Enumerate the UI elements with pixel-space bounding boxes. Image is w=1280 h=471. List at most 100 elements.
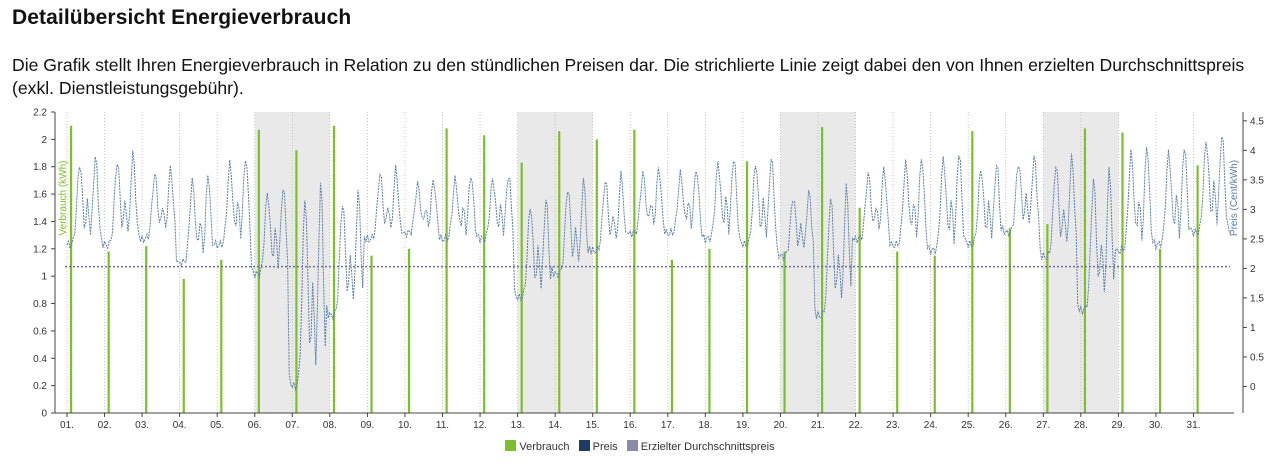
x-tick-label: 20.: [773, 420, 787, 431]
y-right-tick-label: 1.5: [1250, 293, 1264, 304]
x-tick-label: 19.: [736, 420, 750, 431]
x-tick-label: 09.: [360, 420, 374, 431]
x-tick-label: 21.: [811, 420, 825, 431]
y-left-tick-label: 0.2: [33, 381, 47, 392]
x-tick-label: 30.: [1149, 420, 1163, 431]
x-tick-label: 02.: [98, 420, 112, 431]
x-tick-label: 29.: [1111, 420, 1125, 431]
consumption-bar: [633, 129, 636, 413]
x-tick-label: 14.: [548, 420, 562, 431]
y-left-tick-label: 1.4: [33, 217, 47, 228]
y-right-tick-label: 4.5: [1250, 116, 1264, 127]
y-left-tick-label: 0.6: [33, 326, 47, 337]
consumption-bars: [70, 125, 1199, 414]
consumption-bar: [933, 255, 936, 413]
x-tick-label: 12.: [473, 420, 487, 431]
x-tick-label: 15.: [586, 420, 600, 431]
chart-legend: Verbrauch Preis Erzielter Durchschnittsp…: [0, 440, 1280, 453]
legend-item-consumption[interactable]: Verbrauch: [505, 440, 570, 453]
legend-label-consumption: Verbrauch: [519, 441, 570, 453]
x-tick-label: 27.: [1036, 420, 1050, 431]
y-left-tick-label: 1: [41, 272, 47, 283]
y-left-tick-label: 2.2: [33, 108, 47, 119]
y-axis-right-label: Preis (Cent/kWh): [1229, 160, 1240, 236]
y-right-tick-label: 0.5: [1250, 352, 1264, 363]
y-left-tick-label: 1.8: [33, 162, 47, 173]
energy-chart: 00.20.40.60.811.21.41.61.822.200.511.522…: [33, 108, 1264, 432]
legend-item-average[interactable]: Erzielter Durchschnittspreis: [626, 440, 775, 453]
consumption-bar: [445, 128, 448, 413]
consumption-bar: [145, 246, 148, 413]
x-tick-label: 05.: [210, 420, 224, 431]
y-right-tick-label: 3: [1250, 205, 1256, 216]
consumption-bar: [858, 207, 861, 413]
consumption-bar: [483, 135, 486, 413]
consumption-bar: [896, 251, 899, 413]
consumption-bar: [407, 248, 411, 413]
x-tick-label: 23.: [886, 420, 900, 431]
legend-swatch-consumption: [505, 440, 517, 451]
consumption-bar: [182, 278, 185, 413]
y-left-tick-label: 0.8: [33, 299, 47, 310]
x-tick-label: 13.: [511, 420, 525, 431]
consumption-bar: [370, 255, 373, 413]
consumption-bar: [220, 259, 223, 413]
y-left-tick-label: 2: [41, 135, 47, 146]
consumption-bar: [971, 131, 974, 413]
y-right-tick-label: 3.5: [1250, 175, 1264, 186]
x-tick-label: 18.: [698, 420, 712, 431]
y-right-tick-label: 2.5: [1250, 234, 1264, 245]
x-tick-label: 31.: [1187, 420, 1201, 431]
x-tick-label: 25.: [961, 420, 975, 431]
y-right-tick-label: 2: [1250, 264, 1256, 275]
weekend-bands: [254, 112, 1119, 413]
legend-swatch-price: [578, 440, 590, 451]
x-tick-label: 11.: [436, 420, 449, 431]
x-tick-label: 06.: [248, 420, 262, 431]
x-tick-label: 24.: [924, 420, 938, 431]
x-tick-label: 08.: [323, 420, 337, 431]
y-left-tick-label: 0.4: [33, 354, 47, 365]
x-tick-label: 03.: [135, 420, 149, 431]
legend-label-price: Preis: [592, 441, 618, 453]
consumption-bar: [1008, 228, 1011, 413]
x-tick-label: 22.: [849, 420, 863, 431]
consumption-bar: [1083, 128, 1087, 413]
legend-item-price[interactable]: Preis: [578, 440, 618, 453]
y-left-tick-label: 1.6: [33, 190, 47, 201]
y-right-tick-label: 4: [1250, 146, 1256, 157]
consumption-bar: [257, 129, 260, 413]
consumption-bar: [1046, 224, 1049, 413]
axes: 00.20.40.60.811.21.41.61.822.200.511.522…: [33, 108, 1264, 432]
consumption-bar: [745, 161, 749, 413]
x-tick-label: 01.: [60, 420, 74, 431]
legend-label-average: Erzielter Durchschnittspreis: [640, 441, 775, 453]
day-gridlines: [66, 112, 1194, 413]
consumption-bar: [1196, 165, 1199, 413]
consumption-bar: [708, 248, 711, 413]
x-tick-label: 26.: [999, 420, 1013, 431]
consumption-bar: [295, 150, 298, 414]
x-tick-label: 04.: [173, 420, 187, 431]
consumption-bar: [783, 251, 786, 413]
consumption-bar: [332, 125, 336, 413]
y-right-tick-label: 1: [1250, 323, 1256, 334]
y-right-tick-label: 0: [1250, 382, 1256, 393]
consumption-bar: [520, 162, 523, 413]
consumption-bar: [70, 125, 73, 413]
x-tick-label: 16.: [623, 420, 637, 431]
x-tick-label: 28.: [1074, 420, 1088, 431]
x-tick-label: 17.: [661, 420, 675, 431]
consumption-bar: [670, 259, 673, 413]
y-left-tick-label: 0: [41, 409, 47, 420]
consumption-bar: [1158, 248, 1162, 413]
page-title: Detailübersicht Energieverbrauch: [12, 6, 352, 29]
consumption-bar: [1121, 132, 1124, 414]
consumption-bar: [821, 127, 824, 414]
x-tick-label: 07.: [285, 420, 299, 431]
consumption-bar: [558, 131, 561, 413]
price-line: [66, 136, 1230, 392]
chart-description: Die Grafik stellt Ihren Energieverbrauch…: [12, 55, 1245, 98]
consumption-bar: [595, 139, 598, 413]
legend-swatch-average: [626, 440, 638, 451]
